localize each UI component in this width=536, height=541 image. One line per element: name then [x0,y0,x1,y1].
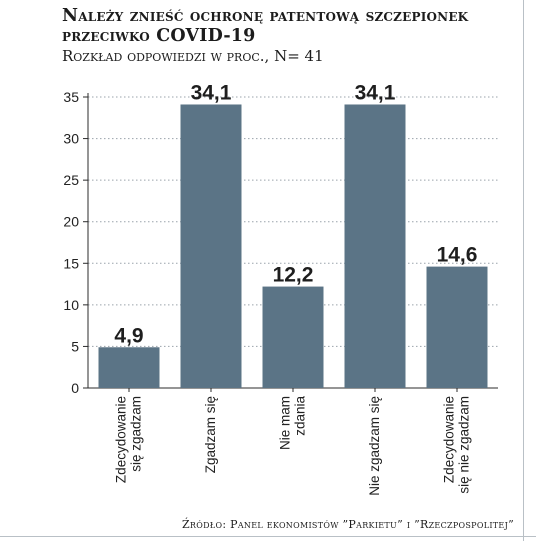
category-label: Zdecydowaniesię zgadzam [114,396,144,483]
value-label: 12,2 [273,264,314,287]
y-tick-label: 35 [63,89,79,105]
y-tick-label: 20 [63,214,79,230]
bar [262,286,324,388]
source-note: Źródło: Panel ekonomistów ”Parkietu” i ”… [181,518,514,531]
category-label-line: Zdecydowanie [114,396,129,483]
y-tick-label: 25 [63,172,79,188]
y-tick-label: 0 [71,380,79,396]
category-label-line: Zdecydowanie [442,396,457,483]
y-tick-label: 15 [63,255,79,271]
frame-border-bottom [0,536,536,537]
category-label-line: się zgadzam [129,396,144,472]
y-tick-label: 5 [71,338,79,354]
value-label: 14,6 [437,244,478,267]
category-label-line: zdania [293,396,308,436]
bar [98,347,160,388]
category-label: Zgadzam się [203,396,218,473]
category-label-line: się nie zgadzam [457,396,472,494]
y-tick-label: 30 [63,131,79,147]
chart-subtitle: Rozkład odpowiedzi w proc., N= 41 [62,47,324,65]
category-label: Nie zgadzam się [367,396,382,496]
category-label: Zdecydowaniesię nie zgadzam [442,396,472,494]
category-label-line: Nie zgadzam się [367,396,382,496]
bar [180,104,242,389]
value-label: 4,9 [114,324,143,347]
value-label: 34,1 [191,81,232,104]
y-tick-label: 10 [63,297,79,313]
bar [344,104,406,389]
category-label: Nie mamzdania [278,396,308,450]
chart-title: Należy znieść ochronę patentową szczepio… [62,6,469,46]
category-label-line: Zgadzam się [203,396,218,473]
bar [426,266,488,388]
value-label: 34,1 [355,81,396,104]
frame-border-right [523,0,524,541]
category-label-line: Nie mam [278,396,293,450]
